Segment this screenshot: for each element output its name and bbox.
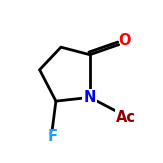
Text: Ac: Ac [116,110,136,125]
Text: N: N [84,90,96,105]
Text: F: F [47,129,57,144]
Text: O: O [119,33,131,48]
